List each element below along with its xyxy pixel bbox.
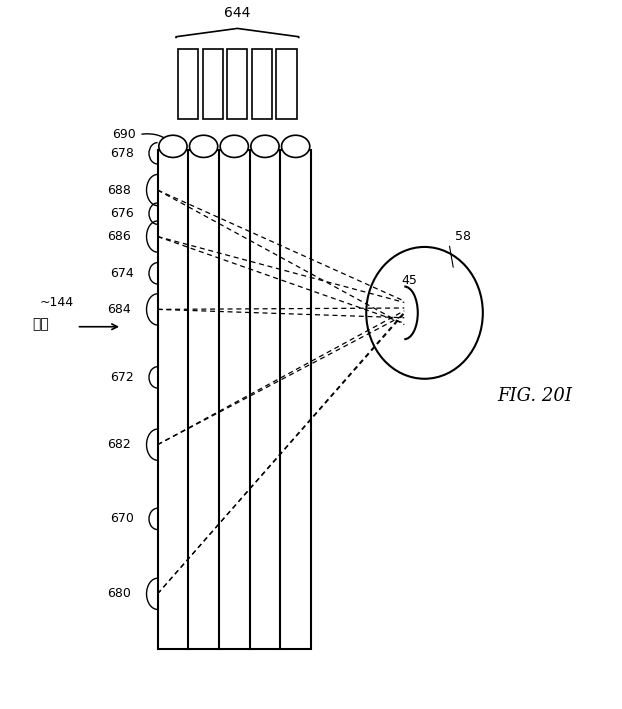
Text: 678: 678 <box>109 147 134 160</box>
Bar <box>157 150 311 649</box>
Bar <box>227 49 248 118</box>
Ellipse shape <box>190 135 218 157</box>
Text: 58: 58 <box>455 230 471 243</box>
Ellipse shape <box>159 135 187 157</box>
Text: 686: 686 <box>108 230 131 243</box>
Text: 688: 688 <box>108 184 131 196</box>
Bar <box>252 49 272 118</box>
Text: 672: 672 <box>110 371 134 384</box>
Bar <box>203 49 223 118</box>
Bar <box>276 49 297 118</box>
Text: 682: 682 <box>108 438 131 451</box>
Bar <box>178 49 198 118</box>
Ellipse shape <box>282 135 310 157</box>
Text: 670: 670 <box>109 513 134 525</box>
Ellipse shape <box>220 135 248 157</box>
Text: 世界: 世界 <box>32 318 49 332</box>
Text: 644: 644 <box>224 6 251 20</box>
Text: ~144: ~144 <box>39 296 73 309</box>
Text: 680: 680 <box>108 587 131 601</box>
Text: 684: 684 <box>108 303 131 316</box>
Text: FIG. 20I: FIG. 20I <box>498 387 572 405</box>
Text: 674: 674 <box>110 267 134 280</box>
Text: 45: 45 <box>402 274 418 286</box>
Ellipse shape <box>251 135 279 157</box>
Circle shape <box>366 247 483 379</box>
Text: 676: 676 <box>110 207 134 220</box>
Text: 690: 690 <box>113 128 136 141</box>
